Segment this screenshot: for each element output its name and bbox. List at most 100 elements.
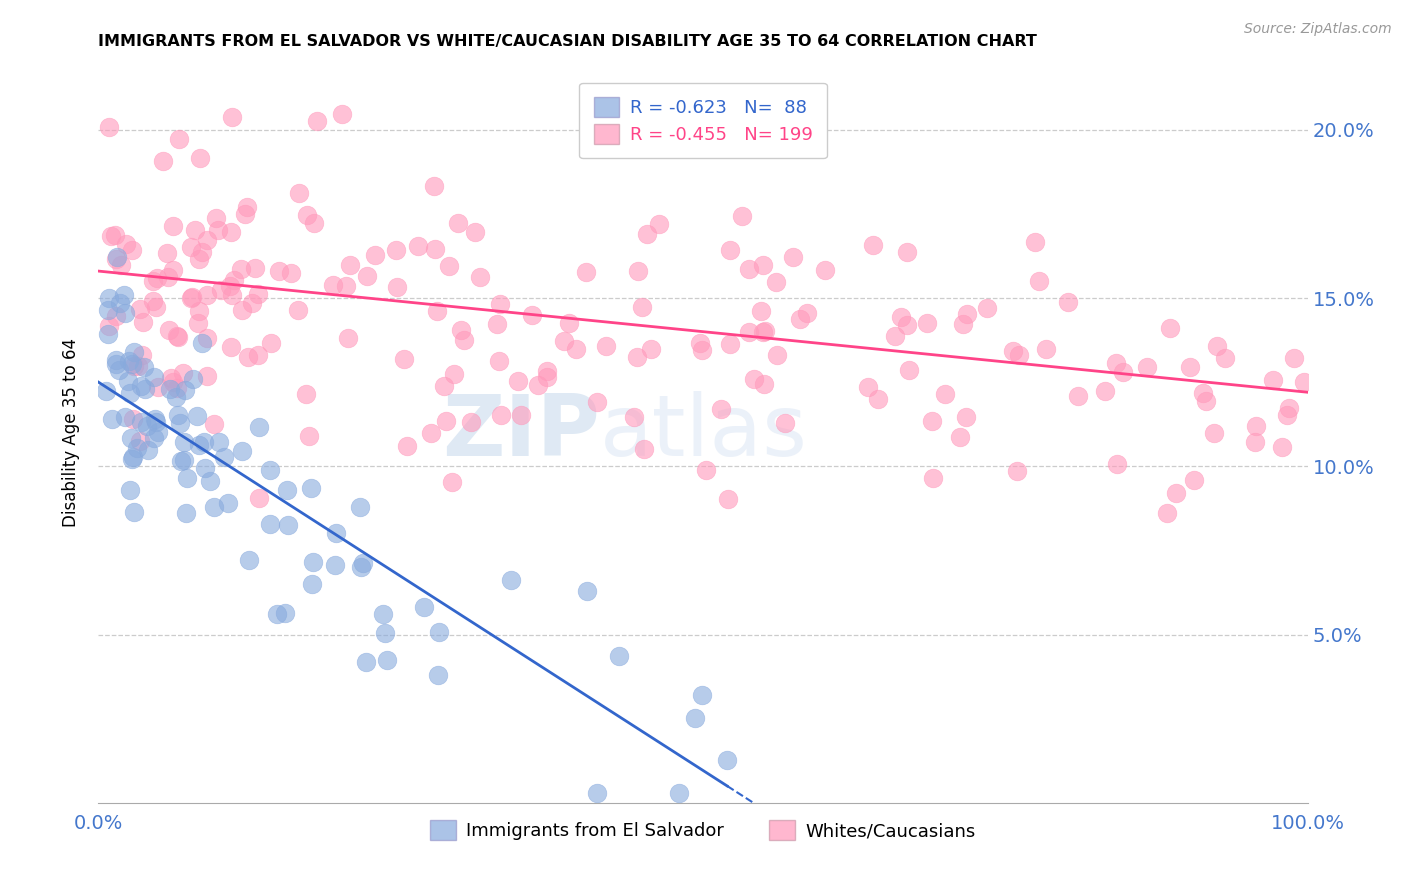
Point [718, 336, 741, 351]
Point [339, 258, 361, 272]
Point [97, 327, 120, 342]
Point [170, 454, 193, 468]
Point [718, 244, 741, 258]
Point [814, 262, 837, 277]
Point [426, 304, 449, 318]
Point [623, 410, 645, 425]
Point [558, 316, 581, 330]
Point [124, 345, 146, 359]
Point [420, 426, 443, 441]
Point [159, 382, 181, 396]
Point [238, 552, 260, 566]
Point [752, 325, 775, 339]
Point [553, 334, 575, 348]
Point [575, 583, 598, 598]
Point [105, 250, 128, 264]
Point [231, 303, 253, 318]
Point [259, 516, 281, 531]
Point [1244, 434, 1267, 449]
Point [267, 264, 290, 278]
Point [280, 266, 302, 280]
Point [690, 343, 713, 358]
Text: Source: ZipAtlas.com: Source: ZipAtlas.com [1244, 22, 1392, 37]
Point [373, 607, 395, 622]
Point [607, 648, 630, 663]
Point [717, 491, 740, 506]
Point [295, 208, 318, 222]
Point [626, 264, 648, 278]
Point [1164, 486, 1187, 500]
Point [648, 217, 671, 231]
Point [247, 491, 270, 505]
Point [633, 442, 655, 456]
Point [114, 305, 136, 319]
Point [166, 381, 188, 395]
Point [408, 239, 430, 253]
Point [1105, 457, 1128, 471]
Point [323, 558, 346, 572]
Point [364, 248, 387, 262]
Point [690, 689, 713, 703]
Point [443, 367, 465, 381]
Point [1202, 426, 1225, 441]
Point [1028, 274, 1050, 288]
Point [884, 328, 907, 343]
Point [131, 348, 153, 362]
Point [489, 297, 512, 311]
Point [195, 368, 218, 383]
Point [195, 331, 218, 345]
Point [131, 415, 153, 429]
Point [166, 330, 188, 344]
Point [173, 453, 195, 467]
Point [214, 450, 236, 465]
Point [1135, 360, 1157, 375]
Point [536, 364, 558, 378]
Point [145, 416, 167, 430]
Point [636, 227, 658, 241]
Point [574, 265, 596, 279]
Point [1002, 343, 1025, 358]
Point [295, 387, 318, 401]
Point [209, 283, 232, 297]
Point [506, 374, 529, 388]
Point [193, 434, 215, 449]
Point [247, 286, 270, 301]
Point [100, 412, 122, 426]
Point [97, 302, 120, 317]
Point [274, 606, 297, 620]
Point [98, 120, 121, 134]
Point [752, 258, 775, 272]
Point [749, 304, 772, 318]
Point [640, 342, 662, 356]
Point [335, 279, 357, 293]
Point [135, 419, 157, 434]
Point [104, 252, 127, 266]
Point [299, 481, 322, 495]
Point [127, 359, 149, 373]
Point [172, 366, 194, 380]
Point [489, 408, 512, 422]
Point [157, 323, 180, 337]
Point [146, 379, 169, 393]
Point [485, 317, 508, 331]
Point [157, 270, 180, 285]
Point [890, 310, 912, 324]
Point [129, 434, 152, 449]
Point [934, 387, 956, 401]
Point [121, 452, 143, 467]
Point [187, 316, 209, 330]
Point [121, 411, 143, 425]
Point [176, 471, 198, 485]
Point [501, 573, 523, 587]
Point [766, 348, 789, 362]
Point [427, 668, 450, 682]
Text: IMMIGRANTS FROM EL SALVADOR VS WHITE/CAUCASIAN DISABILITY AGE 35 TO 64 CORRELATI: IMMIGRANTS FROM EL SALVADOR VS WHITE/CAU… [98, 34, 1038, 49]
Point [194, 461, 217, 475]
Point [1057, 295, 1080, 310]
Point [450, 323, 472, 337]
Point [169, 417, 191, 431]
Point [322, 278, 344, 293]
Point [464, 225, 486, 239]
Point [752, 377, 775, 392]
Point [108, 296, 131, 310]
